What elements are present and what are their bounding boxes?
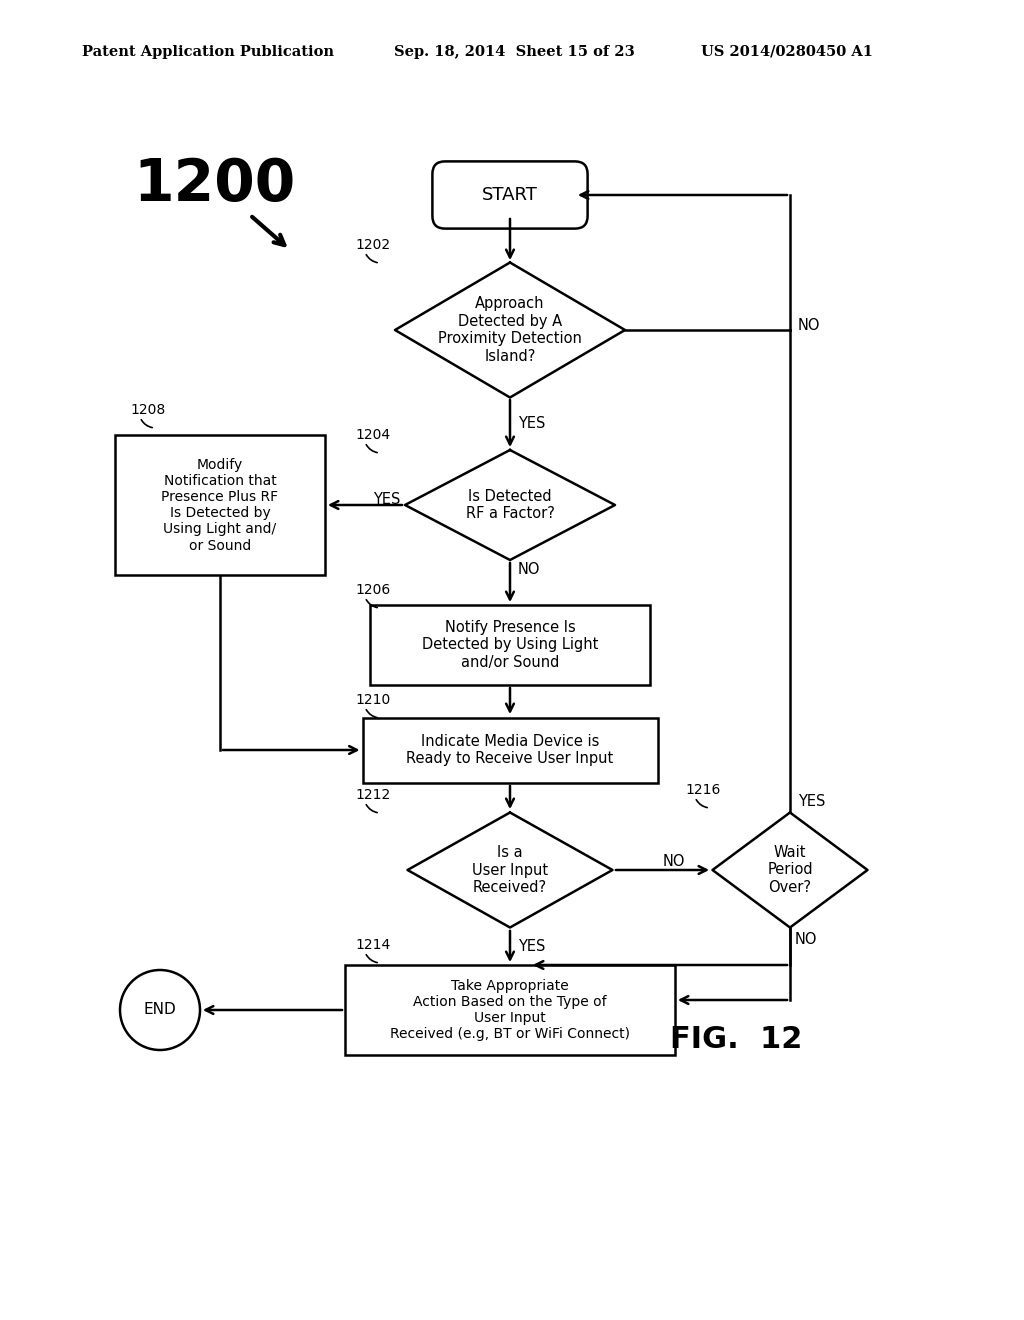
Text: Patent Application Publication: Patent Application Publication xyxy=(82,45,334,59)
Text: 1204: 1204 xyxy=(355,428,390,442)
Text: US 2014/0280450 A1: US 2014/0280450 A1 xyxy=(701,45,873,59)
Text: Is a
User Input
Received?: Is a User Input Received? xyxy=(472,845,548,895)
Polygon shape xyxy=(406,450,615,560)
Text: YES: YES xyxy=(518,416,546,432)
Bar xyxy=(370,605,650,685)
Text: 1212: 1212 xyxy=(355,788,390,803)
Text: Sep. 18, 2014  Sheet 15 of 23: Sep. 18, 2014 Sheet 15 of 23 xyxy=(394,45,635,59)
Bar xyxy=(362,718,657,783)
Bar xyxy=(115,436,325,576)
Text: Notify Presence Is
Detected by Using Light
and/or Sound: Notify Presence Is Detected by Using Lig… xyxy=(422,620,598,671)
Text: 1206: 1206 xyxy=(355,583,390,597)
Text: Is Detected
RF a Factor?: Is Detected RF a Factor? xyxy=(466,488,554,521)
Polygon shape xyxy=(395,263,625,397)
Text: Indicate Media Device is
Ready to Receive User Input: Indicate Media Device is Ready to Receiv… xyxy=(407,734,613,766)
Text: YES: YES xyxy=(798,795,825,809)
Text: 1202: 1202 xyxy=(355,238,390,252)
Text: Approach
Detected by A
Proximity Detection
Island?: Approach Detected by A Proximity Detecti… xyxy=(438,297,582,363)
Text: Take Appropriate
Action Based on the Type of
User Input
Received (e.g, BT or WiF: Take Appropriate Action Based on the Typ… xyxy=(390,978,630,1041)
Polygon shape xyxy=(713,813,867,928)
Text: 1208: 1208 xyxy=(130,403,165,417)
Text: FIG.  12: FIG. 12 xyxy=(670,1026,803,1055)
Text: NO: NO xyxy=(518,562,541,578)
Text: NO: NO xyxy=(663,854,685,870)
Text: 1210: 1210 xyxy=(355,693,390,708)
Text: YES: YES xyxy=(373,492,400,507)
Text: Wait
Period
Over?: Wait Period Over? xyxy=(767,845,813,895)
Text: 1200: 1200 xyxy=(134,157,296,214)
Text: Modify
Notification that
Presence Plus RF
Is Detected by
Using Light and/
or Sou: Modify Notification that Presence Plus R… xyxy=(162,458,279,553)
Text: END: END xyxy=(143,1002,176,1018)
Bar xyxy=(345,965,675,1055)
Text: 1216: 1216 xyxy=(685,783,720,797)
Circle shape xyxy=(120,970,200,1049)
Text: START: START xyxy=(482,186,538,205)
Polygon shape xyxy=(408,813,612,928)
FancyBboxPatch shape xyxy=(432,161,588,228)
Text: YES: YES xyxy=(518,939,546,954)
Text: NO: NO xyxy=(798,318,820,333)
Text: 1214: 1214 xyxy=(355,939,390,952)
Text: NO: NO xyxy=(795,932,817,948)
